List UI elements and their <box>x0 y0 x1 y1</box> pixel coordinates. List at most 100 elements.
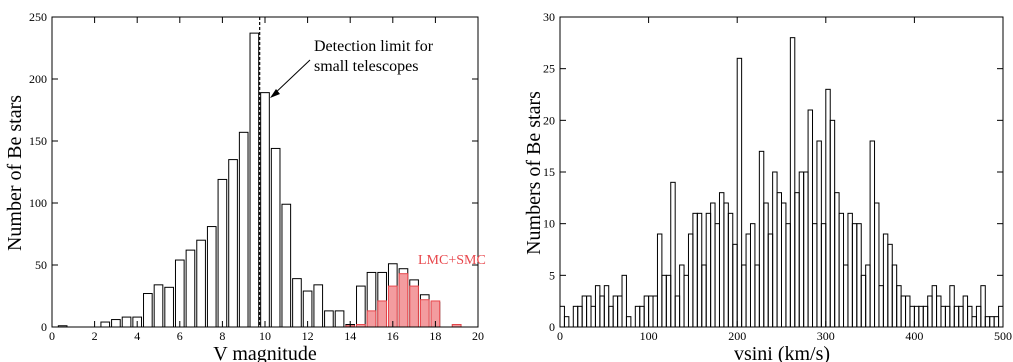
bar-vsini <box>767 233 774 328</box>
bar-vsini <box>665 274 672 328</box>
bar-lmc-smc <box>377 300 387 328</box>
bar-vsini <box>865 264 871 328</box>
x-tick-label-left: 8 <box>219 329 225 343</box>
bar-vsini <box>878 285 884 328</box>
bar-vsini <box>625 316 632 328</box>
bar-vsini <box>674 295 681 328</box>
annotation-line-1: Detection limit for <box>314 38 434 55</box>
bar-vsini <box>670 181 676 328</box>
bar-be-stars <box>217 178 228 328</box>
bar-vsini <box>838 212 845 328</box>
bar-vsini <box>683 274 689 328</box>
bar-vsini <box>727 212 734 328</box>
y-tick-label-left: 200 <box>29 72 47 86</box>
bar-lmc-smc <box>398 273 409 328</box>
bar-vsini <box>781 202 787 328</box>
y-tick-label-right: 25 <box>543 62 555 76</box>
bar-vsini <box>958 305 964 328</box>
bar-be-stars <box>356 285 366 328</box>
bar-vsini <box>843 264 849 328</box>
x-tick-label-right: 100 <box>640 329 658 343</box>
bar-vsini <box>648 295 654 328</box>
x-tick-label-right: 200 <box>728 329 746 343</box>
bar-vsini <box>559 305 565 328</box>
bar-vsini <box>789 37 796 328</box>
bar-be-stars <box>324 310 334 328</box>
bar-vsini <box>882 233 889 328</box>
y-tick-label-right: 0 <box>549 320 555 334</box>
bar-vsini <box>896 285 902 328</box>
x-tick-label-left: 2 <box>92 329 98 343</box>
bar-vsini <box>794 192 800 328</box>
annotation-arrowhead <box>270 89 280 98</box>
bar-vsini <box>572 305 579 328</box>
bar-vsini <box>732 243 738 328</box>
bar-vsini <box>639 305 645 328</box>
y-tick-label-right: 30 <box>543 10 555 24</box>
x-axis-title-right: vsini (km/s) <box>734 343 830 362</box>
bar-vsini <box>563 316 570 328</box>
bar-vsini <box>594 285 601 328</box>
y-tick-label-left: 100 <box>29 196 47 210</box>
bar-be-stars <box>270 147 281 328</box>
bar-be-stars <box>153 284 164 328</box>
bar-vsini <box>590 305 596 328</box>
x-tick-label-left: 16 <box>387 329 399 343</box>
bar-vsini <box>971 316 977 328</box>
bar-be-stars <box>174 259 185 328</box>
bar-vsini <box>612 295 619 328</box>
bar-vsini <box>887 243 893 328</box>
bar-vsini <box>874 202 880 328</box>
x-tick-label-right: 400 <box>905 329 923 343</box>
bar-vsini <box>927 295 933 328</box>
bar-be-stars <box>228 159 238 328</box>
bar-vsini <box>581 295 588 328</box>
bar-vsini <box>989 316 995 328</box>
y-axis-title-right: Numbers of Be stars <box>523 91 545 255</box>
y-tick-label-right: 15 <box>543 165 555 179</box>
bar-vsini <box>962 295 969 328</box>
bar-vsini <box>763 202 769 328</box>
bar-vsini <box>812 223 818 328</box>
bar-lmc-smc <box>419 299 430 328</box>
bar-vsini <box>913 305 920 328</box>
bars-vsini <box>559 37 1004 328</box>
bar-vsini <box>736 57 743 328</box>
bar-vsini <box>851 223 858 328</box>
x-tick-label-left: 12 <box>302 329 314 343</box>
bar-be-stars <box>238 131 249 328</box>
bar-vsini <box>829 119 836 328</box>
bar-vsini <box>936 295 942 328</box>
legend-label-lmc-smc: LMC+SMC <box>418 253 486 268</box>
bar-vsini <box>741 264 747 328</box>
x-tick-label-right: 0 <box>557 329 563 343</box>
bar-vsini <box>652 295 658 328</box>
bar-be-stars <box>334 310 345 328</box>
bar-vsini <box>949 285 955 328</box>
y-tick-label-left: 0 <box>41 320 47 334</box>
bar-vsini <box>856 223 862 328</box>
y-tick-label-right: 5 <box>549 268 555 282</box>
x-tick-label-left: 0 <box>49 329 55 343</box>
bar-be-stars <box>281 203 292 328</box>
bar-be-stars <box>206 226 217 328</box>
bar-vsini <box>798 171 805 328</box>
bar-lmc-smc <box>387 285 398 328</box>
bar-vsini <box>617 295 623 328</box>
bar-vsini <box>599 295 605 328</box>
bar-vsini <box>953 305 960 328</box>
bar-vsini <box>975 305 982 328</box>
x-tick-label-right: 500 <box>994 329 1012 343</box>
bar-vsini <box>900 295 907 328</box>
bars-lmc-smc <box>345 273 462 328</box>
bar-vsini <box>714 223 720 328</box>
bar-vsini <box>984 316 991 328</box>
bar-vsini <box>608 305 614 328</box>
x-tick-label-left: 10 <box>259 329 271 343</box>
bar-vsini <box>847 212 853 328</box>
x-tick-label-left: 18 <box>429 329 441 343</box>
bar-vsini <box>918 305 924 328</box>
